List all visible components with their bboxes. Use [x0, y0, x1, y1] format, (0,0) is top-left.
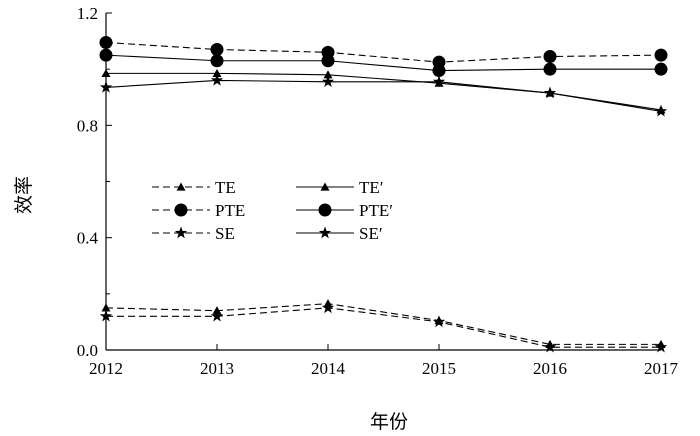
y-tick-label: 0.4 [77, 229, 99, 248]
circle-marker [432, 64, 446, 78]
series-line [105, 79, 662, 112]
triangle-marker [323, 70, 333, 79]
circle-marker [174, 203, 188, 217]
star-marker [318, 226, 332, 239]
legend-label: PTE′ [359, 201, 393, 220]
circle-marker [318, 203, 332, 217]
circle-marker [543, 50, 557, 64]
triangle-marker [101, 68, 111, 77]
legend-item: SE′ [296, 224, 383, 243]
star-marker [174, 226, 188, 239]
x-tick-label: 2015 [422, 359, 456, 378]
star-marker [210, 73, 224, 86]
triangle-marker [320, 182, 330, 191]
series-se-prime [99, 73, 668, 117]
series-line [105, 303, 661, 345]
circle-marker [321, 54, 335, 68]
circle-marker [210, 43, 224, 57]
circle-marker [654, 62, 668, 76]
star-marker [543, 86, 557, 99]
legend-label: SE [215, 224, 235, 243]
legend-label: SE′ [359, 224, 383, 243]
series-te [101, 299, 666, 348]
ticks: 2012 2013 2014 2015 2016 2017 0.0 0.4 0.8 1.2 [77, 4, 679, 378]
x-tick-label: 2013 [200, 359, 234, 378]
y-tick-label: 0.0 [77, 341, 98, 360]
series-se [99, 301, 668, 353]
series-line [105, 41, 662, 63]
legend-item: PTE [152, 201, 245, 220]
x-tick-label: 2017 [644, 359, 679, 378]
star-marker [654, 104, 668, 117]
star-marker [543, 340, 557, 353]
series-te-prime [101, 68, 666, 114]
x-tick-label: 2016 [533, 359, 567, 378]
y-axis-title: 效率 [13, 176, 35, 214]
series-line [105, 54, 661, 72]
legend-item: TE [152, 178, 236, 197]
series-pte-prime [99, 48, 668, 78]
star-marker [321, 301, 335, 314]
y-tick-label: 1.2 [77, 4, 98, 23]
legend: TE TE′ PTE PTE′ SE SE′ [152, 178, 393, 243]
legend-label: TE [215, 178, 236, 197]
legend-item: PTE′ [296, 201, 393, 220]
circle-marker [654, 48, 668, 62]
legend-label: PTE [215, 201, 245, 220]
y-tick-label: 0.8 [77, 116, 98, 135]
circle-marker [99, 48, 113, 62]
circle-marker [543, 62, 557, 76]
series-line [106, 72, 662, 111]
triangle-marker [176, 182, 186, 191]
star-marker [654, 340, 668, 353]
legend-item: SE [152, 224, 235, 243]
star-marker [99, 309, 113, 322]
star-marker [210, 309, 224, 322]
star-marker [432, 75, 446, 88]
circle-marker [99, 35, 113, 49]
series-pte [99, 35, 668, 69]
legend-label: TE′ [359, 178, 384, 197]
axes [105, 13, 661, 351]
triangle-marker [212, 68, 222, 77]
star-marker [99, 80, 113, 93]
triangle-marker [101, 303, 111, 312]
series-layer [99, 35, 668, 353]
star-marker [321, 75, 335, 88]
series-line [106, 307, 661, 348]
x-axis-title: 年份 [370, 411, 408, 433]
x-tick-label: 2012 [89, 359, 123, 378]
x-tick-label: 2014 [311, 359, 346, 378]
legend-item: TE′ [296, 178, 384, 197]
star-marker [432, 315, 446, 328]
circle-marker [210, 54, 224, 68]
